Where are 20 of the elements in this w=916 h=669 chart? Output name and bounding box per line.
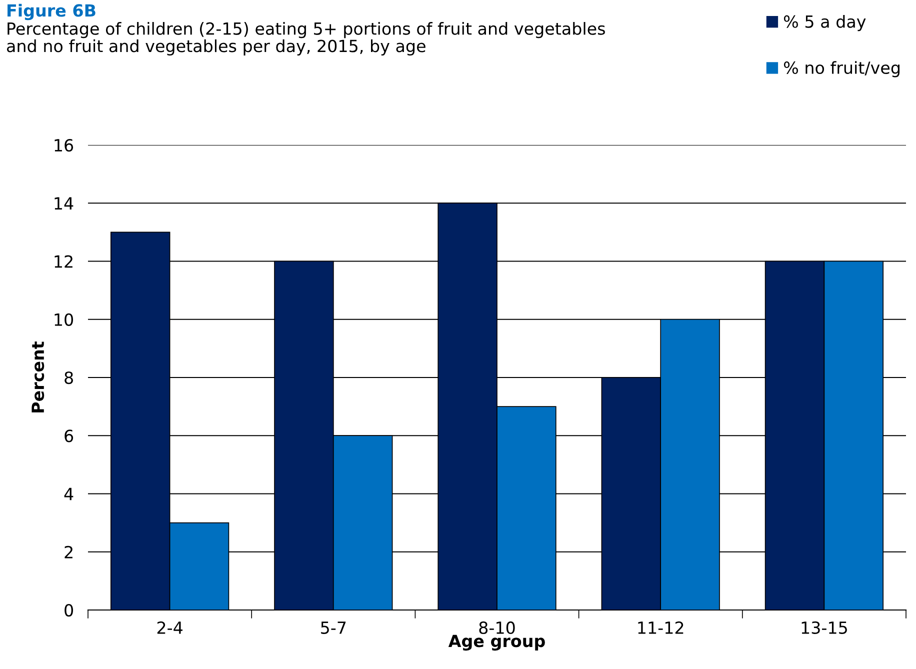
y-tick-label: 8 (64, 371, 73, 384)
x-tick-label: 8-10 (479, 621, 515, 634)
legend-label: % 5 a day (784, 15, 866, 32)
y-tick-label: 4 (64, 488, 74, 500)
chart-subtitle: Percentage of children (2-15) eating 5+ portions of fruit and vegetables and no fruit and vegetables per day, 2015, by age (7, 22, 605, 56)
y-tick-label: 12 (54, 255, 72, 268)
y-tick-label: 2 (64, 546, 72, 558)
x-tick-label: 11-12 (638, 621, 684, 634)
x-tick-label: 2-4 (157, 621, 182, 634)
y-tick-label: 14 (54, 197, 74, 210)
y-tick-label: 0 (64, 604, 74, 617)
chart-title: Figure 6B (8, 4, 96, 20)
x-tick-label: 13-15 (802, 621, 847, 634)
y-tick-label: 6 (64, 430, 74, 442)
legend-label: % no fruit/veg (784, 61, 900, 78)
y-tick-label: 16 (54, 138, 74, 152)
x-tick-label: 5-7 (321, 622, 346, 634)
x-axis-title: Age group (448, 634, 545, 651)
y-tick-label: 10 (54, 313, 74, 326)
y-axis-title: Percent (32, 342, 44, 412)
